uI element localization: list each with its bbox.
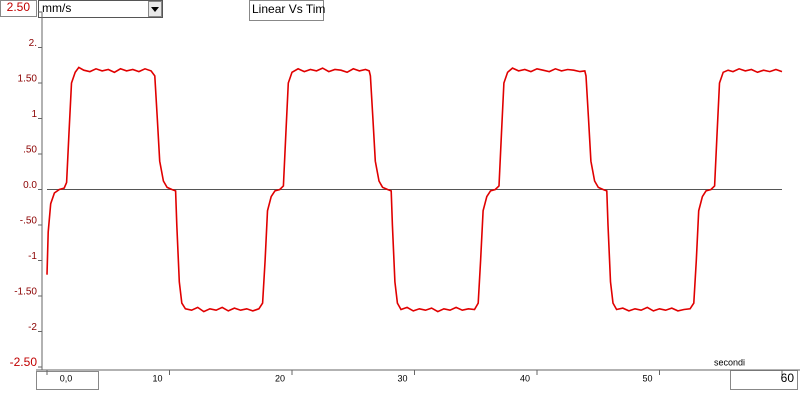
y-tick-label: -.50 [20, 216, 38, 227]
x-tick-label: 10 [152, 373, 162, 383]
y-tick-label: 1 [31, 109, 37, 120]
y-tick-label: 0.0 [23, 180, 37, 191]
chart-title: Linear Vs Tim [252, 2, 325, 16]
y-max-field [0, 0, 37, 17]
x-tick-label: 40 [520, 373, 530, 383]
x-tick-label: 30 [397, 373, 407, 383]
unit-label: mm/s [42, 1, 71, 15]
y-tick-label: -1.50 [14, 287, 37, 298]
x-tick-label: 50 [642, 373, 652, 383]
y-tick-label: -2 [28, 322, 37, 333]
x-tick-label: 20 [275, 373, 285, 383]
y-tick-label: -1 [28, 251, 37, 262]
x-axis-label: secondi [714, 357, 745, 367]
unit-dropdown[interactable] [38, 0, 163, 18]
y-tick-label: 2.50 [7, 0, 31, 14]
x-tick-label: 60 [781, 371, 795, 385]
y-tick-label: 2. [29, 38, 37, 49]
dropdown-arrow [151, 7, 159, 12]
y-tick-label: -2.50 [10, 355, 38, 369]
y-tick-label: 1.50 [18, 74, 38, 85]
x-min-field[interactable] [36, 371, 99, 390]
y-tick-label: .50 [23, 145, 37, 156]
x-tick-label: 0,0 [60, 373, 73, 383]
signal-line [46, 66, 783, 313]
title-box [249, 0, 324, 21]
